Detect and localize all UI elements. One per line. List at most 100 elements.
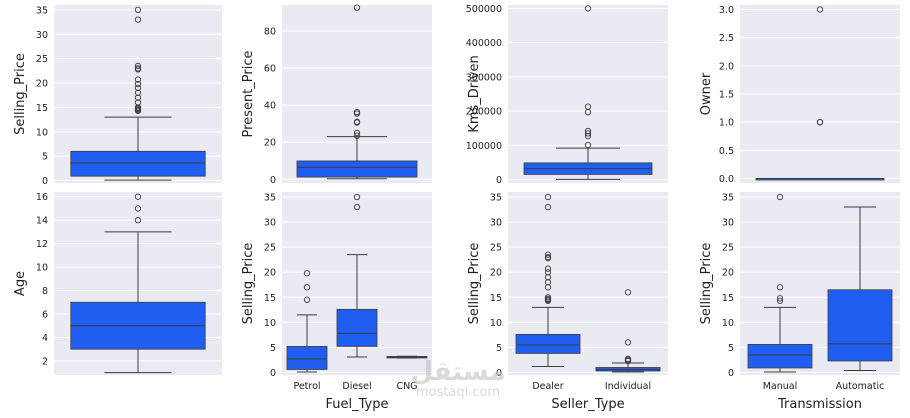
outlier-point xyxy=(584,127,592,135)
outlier-point xyxy=(134,193,142,200)
outlier-point xyxy=(134,217,142,224)
y-tick-label: 20 xyxy=(264,138,276,149)
outlier-point xyxy=(776,193,784,201)
outlier-point xyxy=(624,339,632,346)
y-tick-label: 4 xyxy=(42,333,48,344)
box-diesel xyxy=(336,193,378,358)
iqr-box xyxy=(296,160,418,178)
outlier-point xyxy=(134,62,142,70)
y-tick-label: 1.0 xyxy=(719,118,734,129)
outlier-point xyxy=(584,103,592,110)
outlier-point xyxy=(134,80,142,88)
y-tick-label: 10 xyxy=(722,318,734,329)
outlier-point xyxy=(303,270,311,277)
iqr-box xyxy=(747,344,813,369)
outlier-point xyxy=(134,76,142,83)
y-axis-label: Age xyxy=(13,271,28,296)
y-tick-label: 14 xyxy=(36,216,48,227)
y-tick-label: 2.5 xyxy=(719,33,734,44)
y-tick-label: 30 xyxy=(490,218,502,229)
y-tick-label: 15 xyxy=(490,293,502,304)
outlier-point xyxy=(544,265,552,272)
y-tick-label: 16 xyxy=(36,192,48,203)
outlier-point xyxy=(353,203,361,211)
subplot-7: 0 5 10 15 20 25 30 35 Dealer Individual Selling_Pr… xyxy=(467,192,668,412)
x-tick-label: Diesel xyxy=(342,381,371,392)
y-tick-label: 15 xyxy=(264,293,276,304)
y-tick-label: 25 xyxy=(264,243,276,254)
outlier-point xyxy=(776,284,784,291)
y-tick-label: 10 xyxy=(36,127,48,138)
box-dealer xyxy=(515,193,581,367)
outlier-point xyxy=(303,284,311,291)
y-tick-label: 400000 xyxy=(466,38,502,49)
outlier-point xyxy=(584,141,592,149)
y-tick-label: 0 xyxy=(270,368,276,379)
box-all xyxy=(755,6,885,181)
y-tick-label: 5 xyxy=(496,343,502,354)
outlier-point xyxy=(816,6,824,13)
y-axis-label: Present_Price xyxy=(241,51,256,138)
iqr-box xyxy=(286,346,328,370)
y-tick-label: 0 xyxy=(496,368,502,379)
x-tick-label: Automatic xyxy=(836,381,885,392)
outlier-point xyxy=(303,296,311,303)
y-tick-label: 5 xyxy=(728,343,734,354)
x-axis-label: Fuel_Type xyxy=(326,397,389,412)
y-tick-label: 0.0 xyxy=(719,174,734,185)
outlier-point xyxy=(544,269,552,276)
y-tick-label: 6 xyxy=(42,310,48,321)
box-all xyxy=(523,5,653,180)
y-tick-label: 25 xyxy=(722,243,734,254)
y-tick-label: 60 xyxy=(264,64,276,75)
subplot-4: 0.0 0.5 1.0 1.5 2.0 2.5 3.0 Owner xyxy=(699,5,900,185)
box-all xyxy=(70,6,206,181)
y-tick-label: 30 xyxy=(36,30,48,41)
outlier-point xyxy=(776,295,784,302)
y-tick-label: 10 xyxy=(264,318,276,329)
y-tick-label: 0.5 xyxy=(719,146,734,157)
box-petrol xyxy=(286,270,328,373)
box-individual xyxy=(595,289,661,373)
x-tick-label: Dealer xyxy=(532,381,563,392)
y-tick-label: 25 xyxy=(36,54,48,65)
y-tick-label: 35 xyxy=(36,5,48,16)
iqr-box xyxy=(70,150,206,177)
subplot-8: 0 5 10 15 20 25 30 35 Manual Automatic Selling_Pri… xyxy=(699,192,900,412)
y-tick-label: 3.0 xyxy=(719,5,734,16)
outlier-point xyxy=(134,104,142,111)
outlier-point xyxy=(584,130,592,137)
iqr-box xyxy=(827,289,893,362)
y-tick-label: 80 xyxy=(264,26,276,37)
box-all xyxy=(296,4,418,180)
outlier-point xyxy=(134,205,142,212)
y-tick-label: 35 xyxy=(722,193,734,204)
y-axis-label: Selling_Price xyxy=(13,53,28,135)
y-tick-label: 1.5 xyxy=(719,90,734,101)
outlier-point xyxy=(776,297,784,304)
x-tick-label: Petrol xyxy=(293,381,320,392)
subplot-2: 0 20 40 60 80 Present_Price xyxy=(241,4,432,186)
box-cng xyxy=(386,355,428,359)
outlier-point xyxy=(134,99,142,106)
y-tick-label: 40 xyxy=(264,101,276,112)
y-tick-label: 10 xyxy=(490,318,502,329)
x-axis-label: Transmission xyxy=(777,397,862,412)
x-tick-label: CNG xyxy=(396,381,417,392)
y-tick-label: 100000 xyxy=(466,141,502,152)
outlier-point xyxy=(134,89,142,96)
outlier-point xyxy=(353,118,361,125)
outlier-point xyxy=(134,6,142,14)
y-tick-label: 8 xyxy=(42,286,48,297)
y-axis-label: Owner xyxy=(699,72,714,115)
outlier-point xyxy=(624,355,632,363)
outlier-point xyxy=(134,94,142,101)
outlier-point xyxy=(544,294,552,301)
subplot-5: 2 4 6 8 10 12 14 16 Age xyxy=(13,192,222,375)
outlier-point xyxy=(353,193,361,201)
y-tick-label: 5 xyxy=(270,343,276,354)
outlier-point xyxy=(134,65,142,72)
y-tick-label: 20 xyxy=(36,79,48,90)
y-tick-label: 20 xyxy=(264,268,276,279)
